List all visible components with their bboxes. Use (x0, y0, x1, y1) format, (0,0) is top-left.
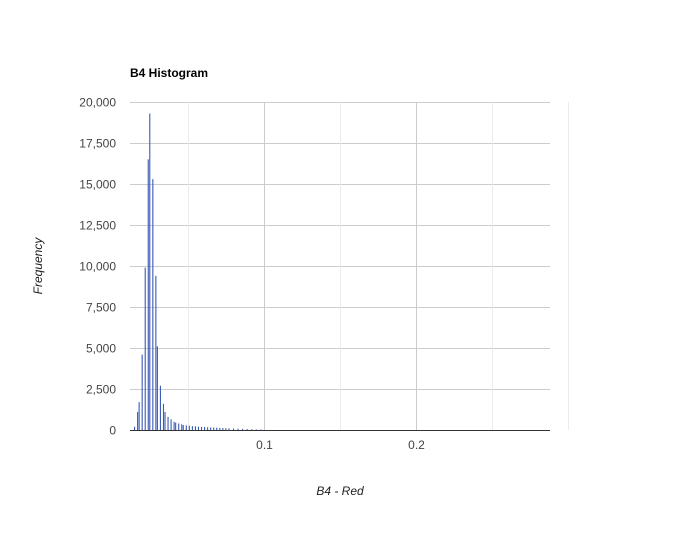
y-tick-label: 2,500 (86, 383, 116, 397)
y-tick-label: 12,500 (79, 219, 116, 233)
y-tick-label: 10,000 (79, 260, 116, 274)
histogram-bar (134, 426, 136, 430)
histogram-bar (228, 428, 230, 430)
histogram-bar (149, 113, 151, 430)
tick-layer: 0 2,500 5,000 7,500 10,000 12,500 15,000 17,500… (79, 96, 425, 453)
y-tick-label: 20,000 (79, 96, 116, 110)
histogram-bar (242, 428, 244, 430)
histogram-bar (200, 426, 203, 430)
y-tick-label: 0 (109, 424, 116, 438)
histogram-bar (167, 416, 169, 430)
x-tick-label: 0.1 (256, 438, 273, 452)
histogram-bar (216, 427, 218, 430)
x-tick-label: 0.2 (408, 438, 425, 452)
histogram-bar (155, 275, 157, 430)
y-tick-label: 7,500 (86, 301, 116, 315)
histogram-bar (210, 427, 212, 430)
histogram-bar (225, 428, 227, 430)
histogram-bar (255, 429, 257, 430)
histogram-bar (138, 402, 140, 430)
x-axis-title: B4 - Red (316, 484, 364, 498)
histogram-bar (197, 426, 200, 430)
histogram-bar (141, 354, 143, 430)
histogram-bar (213, 427, 215, 430)
histogram-bar (156, 346, 158, 430)
y-tick-label: 15,000 (79, 178, 116, 192)
histogram-bar (159, 385, 161, 430)
grid-layer (130, 102, 569, 430)
y-tick-label: 17,500 (79, 137, 116, 151)
y-axis-title: Frequency (31, 237, 45, 295)
histogram-bar (162, 403, 165, 430)
histogram-bar (222, 428, 224, 430)
histogram-bar (181, 424, 183, 430)
histogram-bar (152, 179, 154, 430)
histogram-bar (219, 427, 221, 430)
histogram-bar (164, 411, 166, 430)
histogram-bar (147, 159, 149, 430)
histogram-bar (185, 425, 187, 430)
histogram-bar (182, 425, 184, 430)
histogram-bar (207, 427, 209, 430)
histogram-bar (204, 427, 206, 430)
histogram-bar (137, 411, 139, 430)
histogram-bar (194, 426, 196, 430)
histogram-bar (246, 429, 248, 430)
histogram-bar (173, 421, 175, 430)
bar-layer (134, 113, 262, 430)
histogram-bar (178, 423, 180, 430)
histogram-bar (251, 429, 253, 430)
histogram-bar (232, 428, 235, 430)
histogram-bar (237, 428, 239, 430)
histogram-bar (191, 426, 193, 430)
histogram-bar (144, 267, 146, 430)
y-tick-label: 5,000 (86, 342, 116, 356)
chart-title: B4 Histogram (130, 66, 208, 80)
histogram-bar (170, 419, 172, 430)
histogram-bar (188, 425, 190, 430)
histogram-bar (175, 422, 177, 430)
